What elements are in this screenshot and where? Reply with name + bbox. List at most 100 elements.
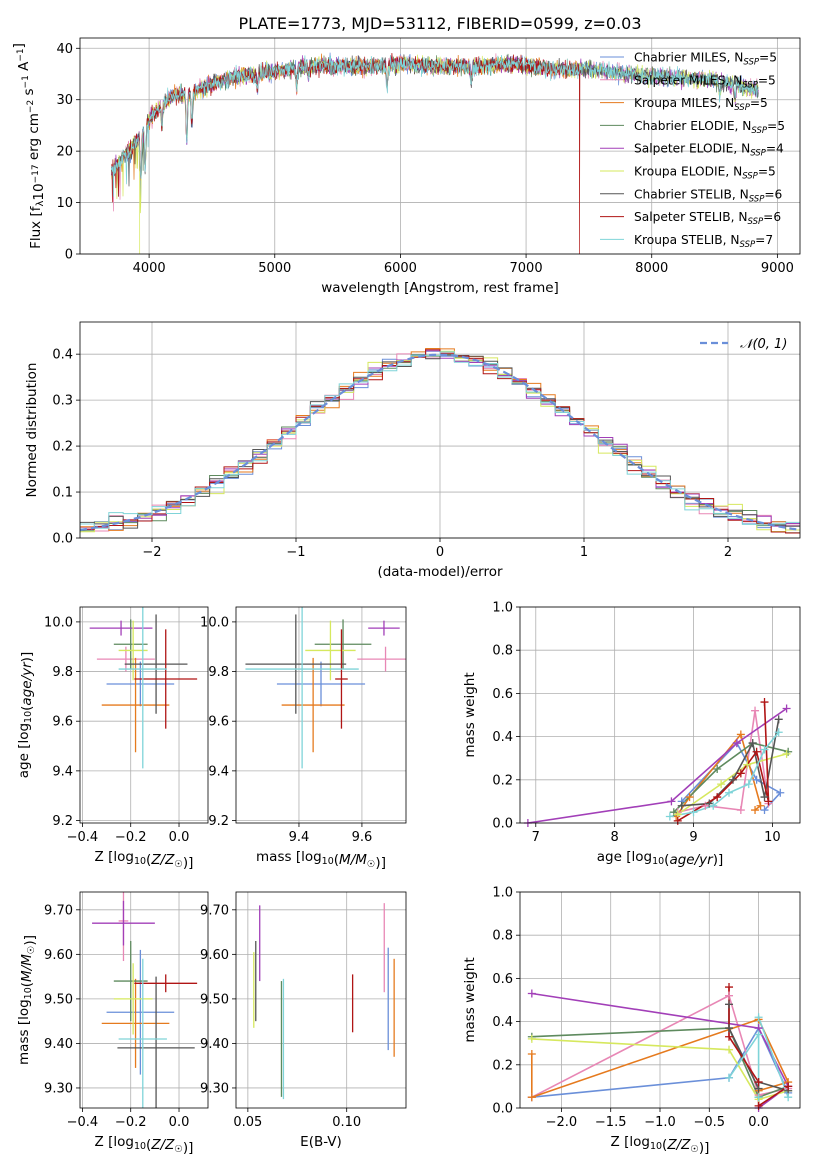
label-part: ( [664,852,669,868]
label-part: ( [146,852,151,868]
label-part: Z/Z [150,1137,175,1153]
x-tick-label: −0.2 [115,830,147,845]
label-part: Z [log [95,1134,134,1150]
y-label-part: −1 [16,48,26,61]
y-tick-label: 9.8 [52,665,73,680]
weight-point-chabrier-stelib [760,793,769,802]
x-tick-label: −0.2 [115,1115,147,1130]
weight-point-kroupa-miles [756,801,765,810]
weight-point-salpeter-stelib [713,793,722,802]
plot-area [253,903,395,1100]
weight-point-salpeter-elodie [732,739,741,748]
weight-point-kroupa-stelib [784,1093,793,1102]
weight-line-chabrier-miles [531,1026,789,1098]
weight-point-salpeter-miles [736,806,745,815]
label-part: ( [146,1137,151,1153]
weight-line-salpeter-stelib [677,701,770,822]
legend-nssp: =7 [755,233,773,247]
label-part: ( [334,852,339,868]
figure-title: PLATE=1773, MJD=53112, FIBERID=0599, z=0… [238,14,641,33]
label-part: ( [19,706,35,711]
label-part: Z/Z [666,1137,691,1153]
label-part: )] [713,852,724,868]
weight-point-chabrier-stelib [677,801,686,810]
weight-point-kroupa-stelib [689,808,698,817]
weight-point-chabrier-stelib [725,1024,734,1033]
plot-area [111,52,759,254]
weight-point-kroupa-miles [685,793,694,802]
plot-area [92,892,198,1108]
label-part: )] [699,1140,710,1156]
y-tick-label: 0 [65,248,73,263]
x-tick-label: 9000 [761,261,794,276]
weight-point-salpeter-stelib [736,769,745,778]
weight-point-kroupa-stelib [725,788,734,797]
x-tick-label: −1.5 [595,1115,627,1130]
y-tick-label: 0.3 [52,394,73,409]
weight-point-chabrier-miles [760,806,769,815]
weight-point-chabrier-stelib [728,775,737,784]
weight-point-kroupa-stelib [754,1030,763,1039]
x-tick-label: 7 [532,830,540,845]
histogram-kroupa-stelib [80,351,800,533]
spectrum-kroupa-miles [111,53,581,181]
y-axis-label: mass weight [462,672,478,757]
weight-point-salpeter-stelib [754,1078,763,1087]
y-tick-label: 9.40 [44,1037,73,1052]
label-part: )] [375,855,386,871]
y-tick-label: 9.6 [208,715,229,730]
weight-point-salpeter-stelib [673,816,682,825]
x-axis-label: Z [log10(Z/Z☉)] [95,849,194,871]
y-tick-label: 0.4 [492,1015,513,1030]
label-part: mass [log [256,849,322,865]
mass-vs-metallicity-panel: −0.4 −0.2 0.09.309.409.509.609.70Z [log10(… [16,891,209,1156]
y-tick-label: 1.0 [492,601,513,616]
x-tick-label: −1.0 [644,1115,676,1130]
x-tick-label: 9 [689,830,697,845]
label-part: 10 [23,987,34,999]
x-tick-label: −0.4 [67,1115,99,1130]
mass-weight-vs-metallicity-panel: −2.0 −1.5 −1.0 −0.5 0.0 0.0 0.2 0.4 0.6 0.8 1.0 Z [… [462,886,801,1156]
y-tick-label: 0.1 [52,486,73,501]
x-tick-label: 5000 [258,261,291,276]
weight-point-salpeter-stelib [725,1032,734,1041]
y-tick-label: 0.0 [492,1102,513,1117]
age-vs-metallicity-panel: −0.4 −0.2 0.09.29.49.69.810.0Z [log10(Z/Z☉… [16,606,209,871]
legend-model: Kroupa MILES, N [634,96,734,110]
y-label-part: erg cm [26,113,42,164]
y-tick-label: 9.50 [44,992,73,1007]
label-part: age/yr [19,661,35,706]
x-tick-label: −1 [286,545,305,560]
y-tick-label: 20 [56,145,73,160]
weight-point-salpeter-stelib [760,698,769,707]
label-part: M/M [339,852,367,868]
legend-label-chabrier-miles: Chabrier MILES, NSSP=5 [634,51,777,68]
plot-area [527,701,789,823]
y-tick-label: 0.4 [52,348,73,363]
legend-label-chabrier-elodie: Chabrier ELODIE, NSSP=5 [634,119,785,136]
weight-point-kroupa-stelib [709,801,718,810]
label-part: 10 [134,1141,146,1152]
legend: Chabrier MILES, NSSP=5 Salpeter MILES, NS… [600,51,785,250]
weight-point-salpeter-elodie [782,704,791,713]
legend-label-salpeter-elodie: Salpeter ELODIE, NSSP=4 [634,142,784,159]
weight-point-kroupa-stelib [665,812,674,821]
label-part: 10 [23,711,34,723]
weight-point-kroupa-stelib [774,728,783,737]
legend-label-salpeter-miles: Salpeter MILES, NSSP=5 [634,73,776,90]
y-label-part: s [21,88,37,99]
label-part: age [log [597,849,652,865]
x-tick-label: 8 [611,830,619,845]
x-tick-label: 1 [580,545,588,560]
y-tick-label: 0.0 [52,532,73,547]
legend-nssp: =4 [766,142,784,156]
weight-point-kroupa-stelib [760,745,769,754]
label-part: ( [662,1137,667,1153]
legend-nssp: =5 [750,96,768,110]
legend-sub: SSP [747,217,763,227]
label-part: ☉ [26,946,37,955]
weight-point-chabrier-miles [776,788,785,797]
x-tick-label: 2 [724,545,732,560]
y-tick-label: 10.0 [44,615,73,630]
